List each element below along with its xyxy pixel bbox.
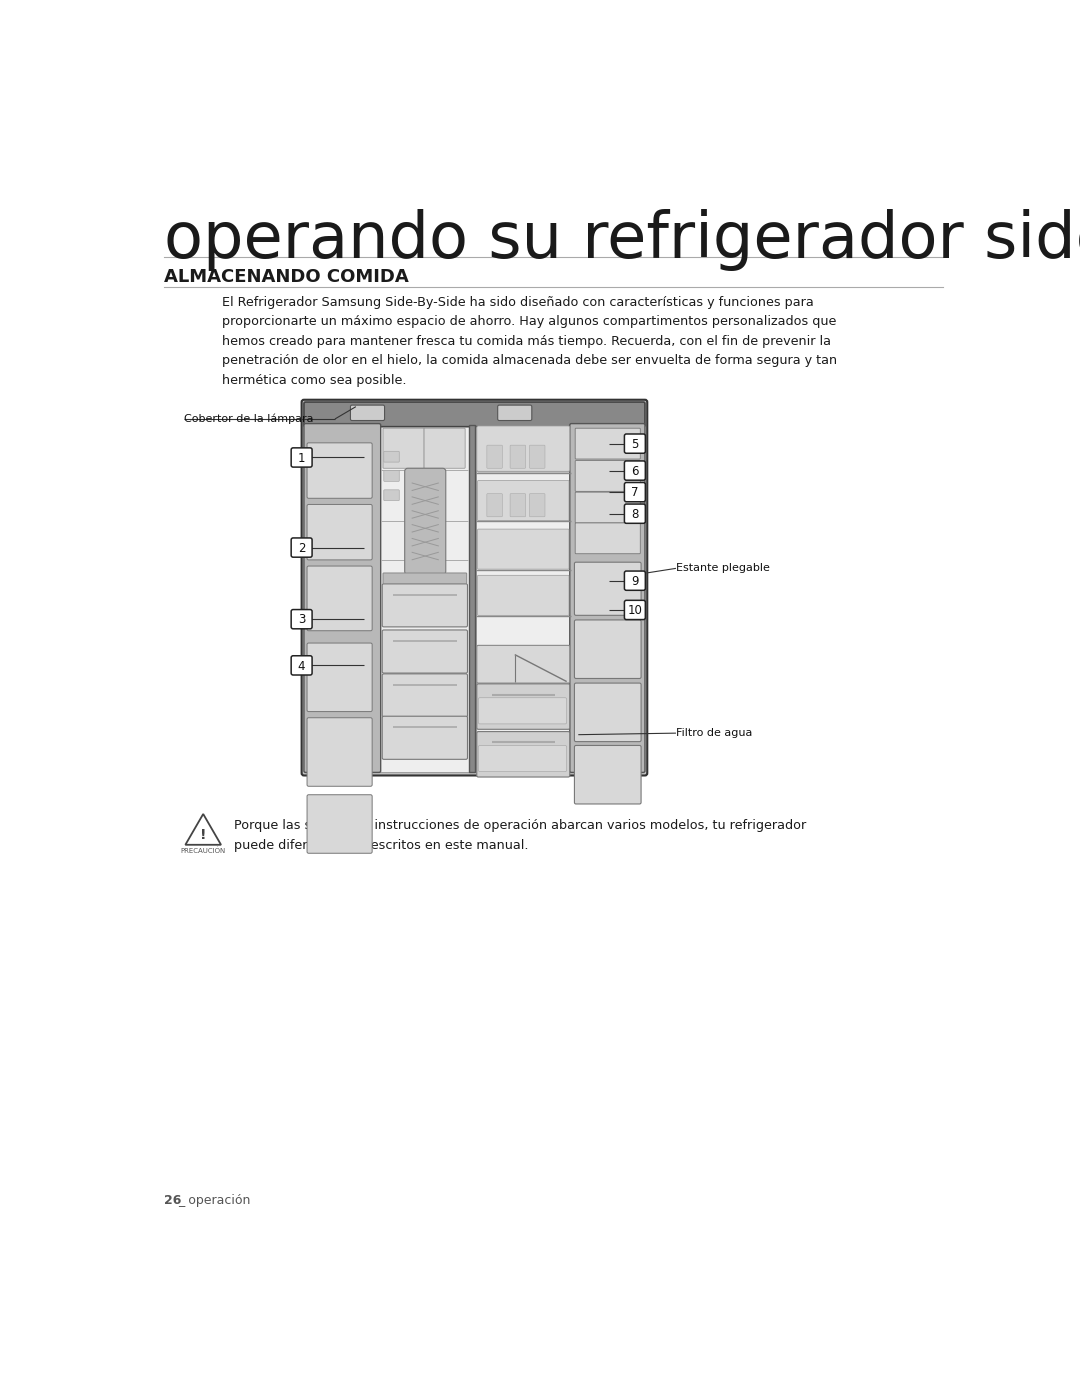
- FancyBboxPatch shape: [576, 523, 640, 554]
- FancyBboxPatch shape: [624, 504, 646, 523]
- FancyBboxPatch shape: [350, 405, 384, 420]
- FancyBboxPatch shape: [307, 442, 373, 499]
- FancyBboxPatch shape: [510, 493, 526, 517]
- Text: 5: 5: [631, 438, 638, 451]
- FancyBboxPatch shape: [303, 423, 380, 772]
- FancyBboxPatch shape: [476, 646, 570, 683]
- Text: PRECAUCIÓN: PRECAUCIÓN: [180, 848, 226, 855]
- FancyBboxPatch shape: [487, 445, 502, 469]
- FancyBboxPatch shape: [624, 600, 646, 620]
- Bar: [380, 425, 469, 772]
- Bar: [476, 425, 570, 772]
- FancyBboxPatch shape: [575, 620, 642, 679]
- FancyBboxPatch shape: [624, 572, 646, 591]
- FancyBboxPatch shape: [383, 573, 467, 584]
- FancyBboxPatch shape: [292, 539, 312, 558]
- FancyBboxPatch shape: [477, 576, 569, 616]
- FancyBboxPatch shape: [570, 423, 645, 772]
- Text: 2: 2: [298, 541, 306, 555]
- Text: 26: 26: [164, 1194, 181, 1206]
- Polygon shape: [186, 813, 221, 845]
- FancyBboxPatch shape: [424, 429, 465, 469]
- FancyBboxPatch shape: [575, 746, 642, 804]
- FancyBboxPatch shape: [383, 489, 400, 500]
- Text: _ operación: _ operación: [178, 1194, 251, 1206]
- FancyBboxPatch shape: [624, 434, 646, 453]
- FancyBboxPatch shape: [382, 716, 468, 760]
- FancyBboxPatch shape: [476, 731, 570, 778]
- FancyBboxPatch shape: [382, 629, 468, 673]
- FancyBboxPatch shape: [575, 562, 642, 616]
- FancyBboxPatch shape: [478, 698, 567, 724]
- FancyBboxPatch shape: [383, 451, 400, 462]
- FancyBboxPatch shape: [383, 470, 400, 481]
- FancyBboxPatch shape: [292, 610, 312, 629]
- FancyBboxPatch shape: [476, 684, 570, 730]
- FancyBboxPatch shape: [624, 460, 646, 480]
- FancyBboxPatch shape: [292, 655, 312, 675]
- FancyBboxPatch shape: [487, 493, 502, 517]
- Text: Porque las siguientes instrucciones de operación abarcan varios modelos, tu refr: Porque las siguientes instrucciones de o…: [234, 819, 807, 852]
- FancyBboxPatch shape: [405, 469, 446, 574]
- Text: Filtro de agua: Filtro de agua: [676, 728, 753, 738]
- Text: 1: 1: [298, 452, 306, 464]
- FancyBboxPatch shape: [303, 403, 645, 427]
- Text: Estante plegable: Estante plegable: [676, 563, 770, 573]
- FancyBboxPatch shape: [301, 400, 647, 775]
- FancyBboxPatch shape: [382, 584, 468, 627]
- FancyBboxPatch shape: [477, 431, 569, 473]
- Text: !: !: [200, 827, 206, 842]
- FancyBboxPatch shape: [307, 643, 373, 712]
- Text: 4: 4: [298, 660, 306, 673]
- FancyBboxPatch shape: [529, 493, 545, 517]
- FancyBboxPatch shape: [292, 448, 312, 467]
- Text: 6: 6: [631, 464, 638, 478]
- FancyBboxPatch shape: [529, 445, 545, 469]
- FancyBboxPatch shape: [498, 405, 531, 420]
- FancyBboxPatch shape: [307, 504, 373, 559]
- Text: 7: 7: [631, 486, 638, 499]
- Bar: [469, 425, 475, 772]
- Text: 9: 9: [631, 574, 638, 588]
- FancyBboxPatch shape: [478, 746, 567, 772]
- Text: operando su refrigerador side-by-side: operando su refrigerador side-by-side: [164, 209, 1080, 271]
- FancyBboxPatch shape: [576, 460, 640, 492]
- FancyBboxPatch shape: [576, 429, 640, 459]
- FancyBboxPatch shape: [575, 683, 642, 742]
- FancyBboxPatch shape: [477, 481, 569, 521]
- FancyBboxPatch shape: [382, 673, 468, 717]
- Text: El Refrigerador Samsung Side-By-Side ha sido diseñado con características y func: El Refrigerador Samsung Side-By-Side ha …: [221, 295, 837, 386]
- FancyBboxPatch shape: [307, 794, 373, 853]
- FancyBboxPatch shape: [576, 492, 640, 523]
- FancyBboxPatch shape: [477, 529, 569, 569]
- Text: Cobertor de la lámpara: Cobertor de la lámpara: [184, 414, 313, 425]
- FancyBboxPatch shape: [307, 566, 373, 631]
- Text: 10: 10: [627, 605, 643, 617]
- FancyBboxPatch shape: [383, 429, 424, 469]
- FancyBboxPatch shape: [624, 482, 646, 502]
- FancyBboxPatch shape: [476, 426, 570, 471]
- Text: ALMACENANDO COMIDA: ALMACENANDO COMIDA: [164, 268, 409, 286]
- Text: 3: 3: [298, 613, 306, 627]
- FancyBboxPatch shape: [510, 445, 526, 469]
- Text: 8: 8: [631, 508, 638, 521]
- FancyBboxPatch shape: [307, 717, 373, 786]
